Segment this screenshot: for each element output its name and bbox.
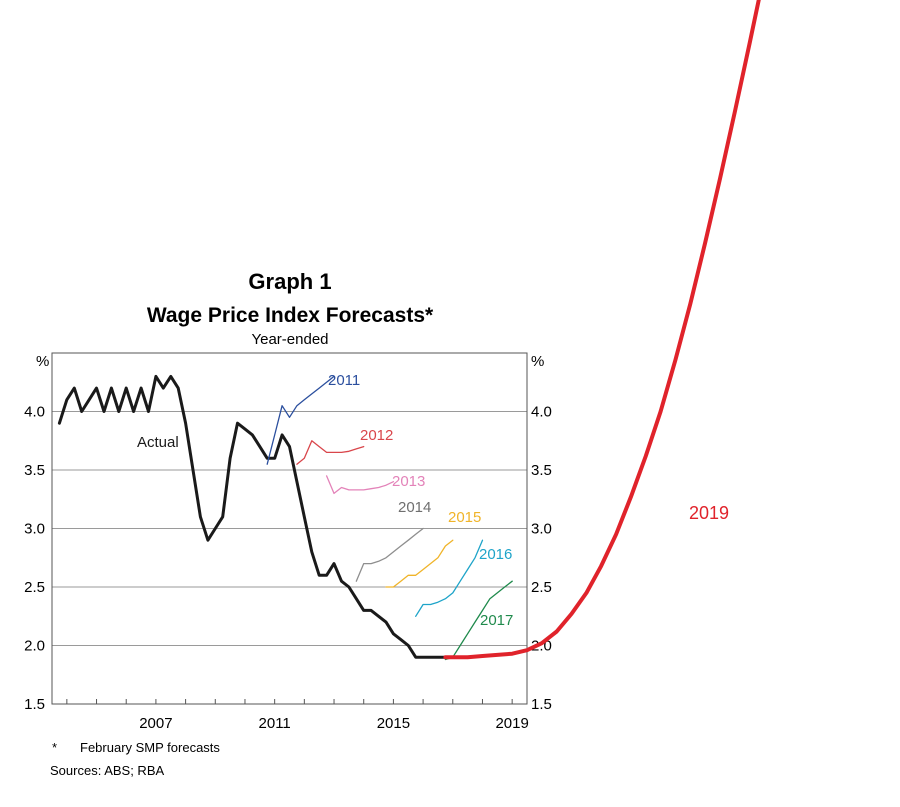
y-tick-label-left: 2.5 <box>24 579 45 596</box>
plot-frame <box>51 352 528 705</box>
series-line-2016 <box>415 539 484 617</box>
plot-area: 1.5 1.52.0 2.02.5 2.53.0 3.03.5 3.54.0 4.02007… <box>24 0 761 732</box>
y-tick-label-left: 3.0 <box>24 521 45 538</box>
chart-caption: Year-ended <box>251 331 328 348</box>
series-line-2013 <box>325 475 395 495</box>
label-2011: 2011 <box>328 372 360 389</box>
series-line-2014 <box>355 527 424 582</box>
y-tick-label-left: 2.0 <box>24 638 45 655</box>
y-tick-label-left: 3.5 <box>24 462 45 479</box>
y-tick-label-right: 2.5 <box>531 579 552 596</box>
label-2017: 2017 <box>480 612 513 629</box>
label-2013: 2013 <box>392 473 425 490</box>
chart-subtitle: Wage Price Index Forecasts* <box>147 304 434 327</box>
footnote: February SMP forecasts <box>80 740 220 755</box>
y-tick-label-right: 1.5 <box>531 696 552 713</box>
series-line-2011 <box>266 375 335 465</box>
series-line-2017 <box>444 580 513 661</box>
x-tick-label: 2011 <box>259 715 291 732</box>
series-line-2019 <box>443 0 761 660</box>
label-2014: 2014 <box>398 499 431 516</box>
chart-title: Graph 1 <box>248 269 331 294</box>
series-line-actual <box>57 374 447 659</box>
x-tick-label: 2015 <box>377 715 410 732</box>
y-tick-label-right: 3.5 <box>531 462 552 479</box>
y-unit-left: % <box>36 353 49 370</box>
sources: Sources: ABS; RBA <box>50 763 164 778</box>
label-2019: 2019 <box>689 503 729 523</box>
y-tick-label-right: 3.0 <box>531 521 552 538</box>
series-line-2012 <box>296 440 365 465</box>
label-2015: 2015 <box>448 509 481 526</box>
y-tick-label-left: 4.0 <box>24 404 45 421</box>
x-tick-label: 2019 <box>495 715 528 732</box>
y-tick-label-left: 1.5 <box>24 696 45 713</box>
x-tick-label: 2007 <box>139 715 172 732</box>
footnote-marker: * <box>52 740 57 755</box>
y-unit-right: % <box>531 353 544 370</box>
series-line-2015 <box>385 539 454 588</box>
label-2016: 2016 <box>479 546 512 563</box>
label-actual: Actual <box>137 434 179 451</box>
label-2012: 2012 <box>360 427 393 444</box>
y-tick-label-right: 4.0 <box>531 404 552 421</box>
